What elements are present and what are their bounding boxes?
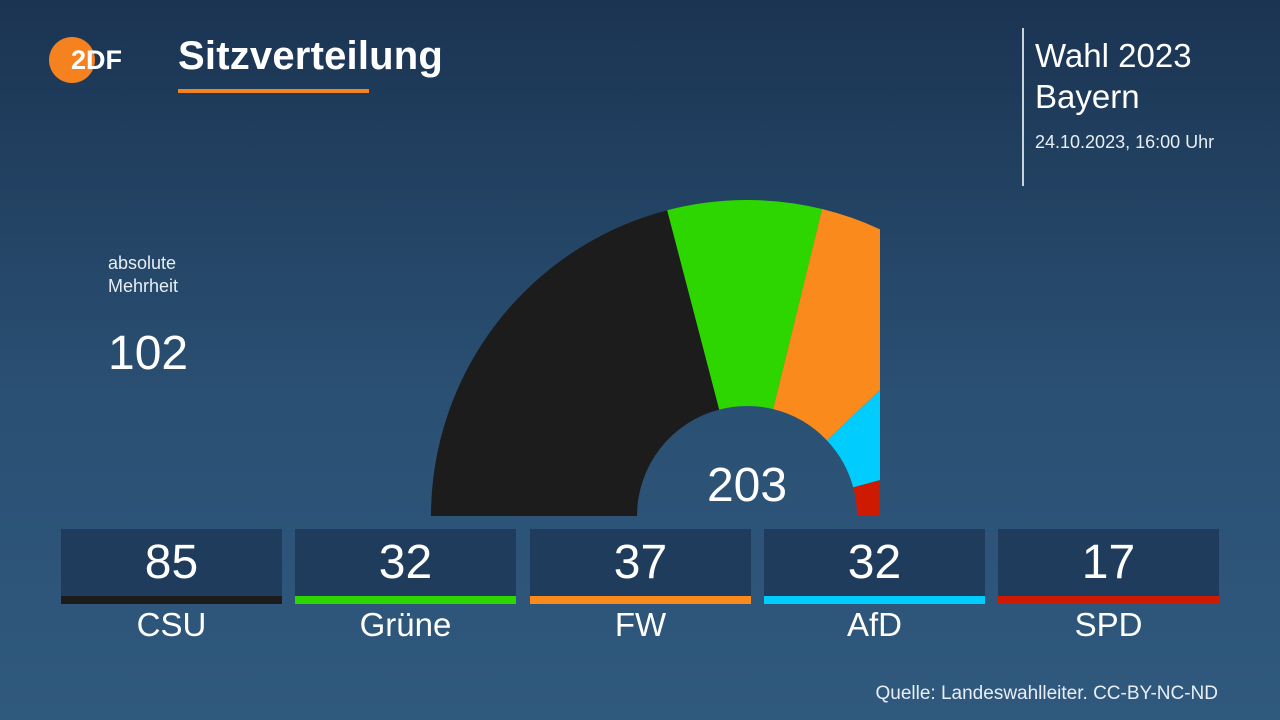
hemicycle-segment-spd [853,480,880,516]
party-seats-fw: 37 [613,536,668,589]
total-seats: 203 [706,459,788,512]
page-title: Sitzverteilung [178,34,444,78]
party-color-bar-csu [61,596,282,604]
hemicycle-segment-fw [773,209,880,441]
party-color-bar-fw [530,596,751,604]
majority-value: 102 [108,327,189,380]
party-box-afd: 32 [764,529,985,604]
zdf-logo: 2DF [49,37,122,83]
election-date: 24.10.2023, 16:00 Uhr [1035,132,1215,152]
party-box-fw: 37 [530,529,751,604]
zdf-logo-circle [49,37,95,83]
info-divider [1022,28,1024,186]
party-name-spd: SPD [1074,606,1143,643]
source-note: Quelle: Landeswahlleiter. CC-BY-NC-ND [875,683,1219,704]
majority-label: absolute Mehrheit [108,252,178,298]
election-region: Bayern [1035,78,1140,115]
party-seats-csu: 85 [144,536,199,589]
party-box-grne: 32 [295,529,516,604]
party-name-csu: CSU [136,606,207,643]
hemicycle-segment-grne [667,200,823,410]
majority-label-line1: absolute [108,253,177,273]
election-title: Wahl 2023 [1035,37,1192,74]
party-color-bar-afd [764,596,985,604]
party-box-spd: 17 [998,529,1219,604]
title-underline [178,89,369,93]
zdf-logo-text: 2DF [71,45,122,75]
party-name-grne: Grüne [359,606,452,643]
party-name-fw: FW [614,606,667,643]
party-color-bar-grne [295,596,516,604]
party-box-csu: 85 [61,529,282,604]
party-color-bar-spd [998,596,1219,604]
hemicycle-segment-csu [431,210,720,516]
majority-label-line2: Mehrheit [108,276,179,296]
party-seats-grne: 32 [378,536,433,589]
party-name-afd: AfD [846,606,902,643]
hemicycle-chart [431,200,880,516]
party-seats-spd: 17 [1081,536,1136,589]
party-seats-afd: 32 [847,536,902,589]
hemicycle-segment-afd [826,390,880,488]
